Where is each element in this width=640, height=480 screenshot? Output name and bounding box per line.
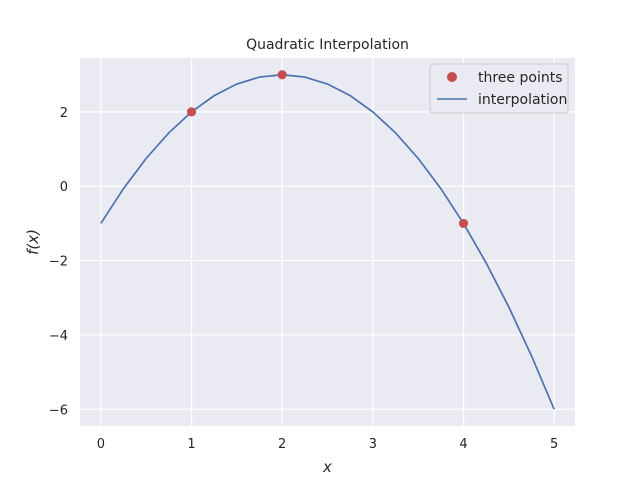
x-tick-label: 1 — [187, 437, 195, 452]
y-tick-label: 0 — [60, 180, 68, 195]
series-layer — [100, 70, 555, 410]
y-tick-label: −6 — [49, 403, 68, 418]
data-point — [458, 218, 469, 229]
y-tick-label: −2 — [49, 255, 68, 270]
legend-marker-three-points — [447, 72, 457, 82]
x-tick-label: 4 — [459, 437, 467, 452]
interpolation-line — [100, 73, 555, 410]
x-axis-title: x — [322, 458, 332, 476]
x-tick-label: 3 — [369, 437, 377, 452]
x-tick-label: 2 — [278, 437, 286, 452]
y-tick-label: −4 — [49, 329, 68, 344]
plot-area — [80, 58, 575, 426]
data-point — [186, 107, 197, 117]
data-point — [277, 70, 287, 80]
legend-box — [429, 63, 569, 114]
x-tick-label: 0 — [97, 437, 105, 452]
chart-title: Quadratic Interpolation — [246, 37, 409, 53]
y-tick-label: 2 — [60, 106, 68, 121]
legend: three points interpolation — [429, 63, 569, 114]
y-axis-title: f(x) — [24, 229, 42, 255]
legend-label-three-points: three points — [478, 70, 563, 86]
x-tick-label: 5 — [550, 437, 558, 452]
tick-labels: 0 1 2 3 4 5 −6 −4 −2 0 2 — [49, 106, 558, 452]
legend-label-interpolation: interpolation — [478, 92, 567, 108]
